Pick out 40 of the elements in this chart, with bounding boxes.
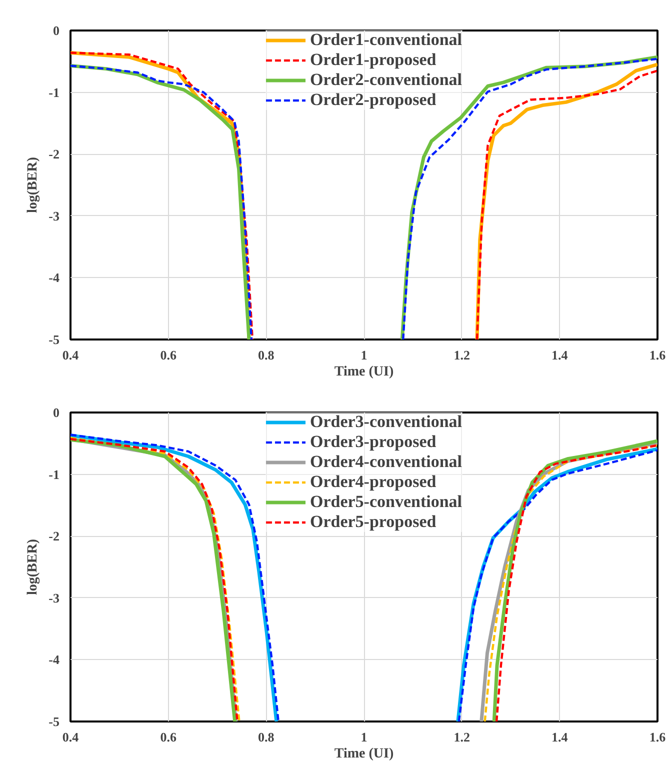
- legend-label: Order3-proposed: [310, 432, 436, 452]
- x-tick-label: 0.4: [62, 730, 80, 744]
- x-tick-label: 1: [360, 730, 368, 744]
- x-tick-label: 1.6: [649, 348, 666, 362]
- x-tick-label: 1: [360, 348, 368, 362]
- y-tick-label: -1: [48, 84, 60, 100]
- legend-label: Order4-conventional: [310, 452, 462, 472]
- legend-label: Order2-conventional: [310, 70, 462, 90]
- x-axis-title: Time (UI): [334, 746, 394, 762]
- legend-label: Order1-conventional: [310, 30, 462, 50]
- y-tick-label: -3: [48, 590, 60, 606]
- y-tick-label: -4: [48, 652, 60, 668]
- legend-label: Order2-proposed: [310, 90, 436, 110]
- x-tick-label: 0.6: [160, 348, 177, 362]
- x-tick-label: 1.2: [454, 730, 470, 744]
- legend-label: Order1-proposed: [310, 50, 436, 70]
- y-tick-label: -4: [48, 270, 60, 286]
- x-axis-title: Time (UI): [334, 364, 394, 380]
- y-tick-label: -2: [48, 146, 60, 162]
- y-tick-label: -1: [48, 466, 60, 482]
- x-tick-label: 0.6: [160, 730, 177, 744]
- x-tick-label: 1.4: [552, 730, 568, 744]
- x-tick-label: 1.6: [649, 730, 666, 744]
- y-tick-label: 0: [53, 405, 60, 420]
- y-tick-label: -3: [48, 208, 60, 224]
- y-axis-title: log(BER): [26, 538, 41, 595]
- y-axis-title: log(BER): [26, 156, 41, 213]
- x-tick-label: 0.8: [258, 348, 275, 362]
- legend-label: Order3-conventional: [310, 412, 462, 432]
- y-tick-label: -2: [48, 528, 60, 544]
- legend-label: Order4-proposed: [310, 472, 436, 492]
- x-tick-label: 1.4: [552, 348, 568, 362]
- y-tick-label: -5: [48, 714, 60, 729]
- x-tick-label: 1.2: [454, 348, 470, 362]
- x-tick-label: 0.8: [258, 730, 275, 744]
- legend-label: Order5-proposed: [310, 512, 436, 532]
- legend-label: Order5-conventional: [310, 492, 462, 512]
- x-tick-label: 0.4: [62, 348, 80, 362]
- y-tick-label: 0: [53, 23, 60, 38]
- y-tick-label: -5: [48, 332, 60, 347]
